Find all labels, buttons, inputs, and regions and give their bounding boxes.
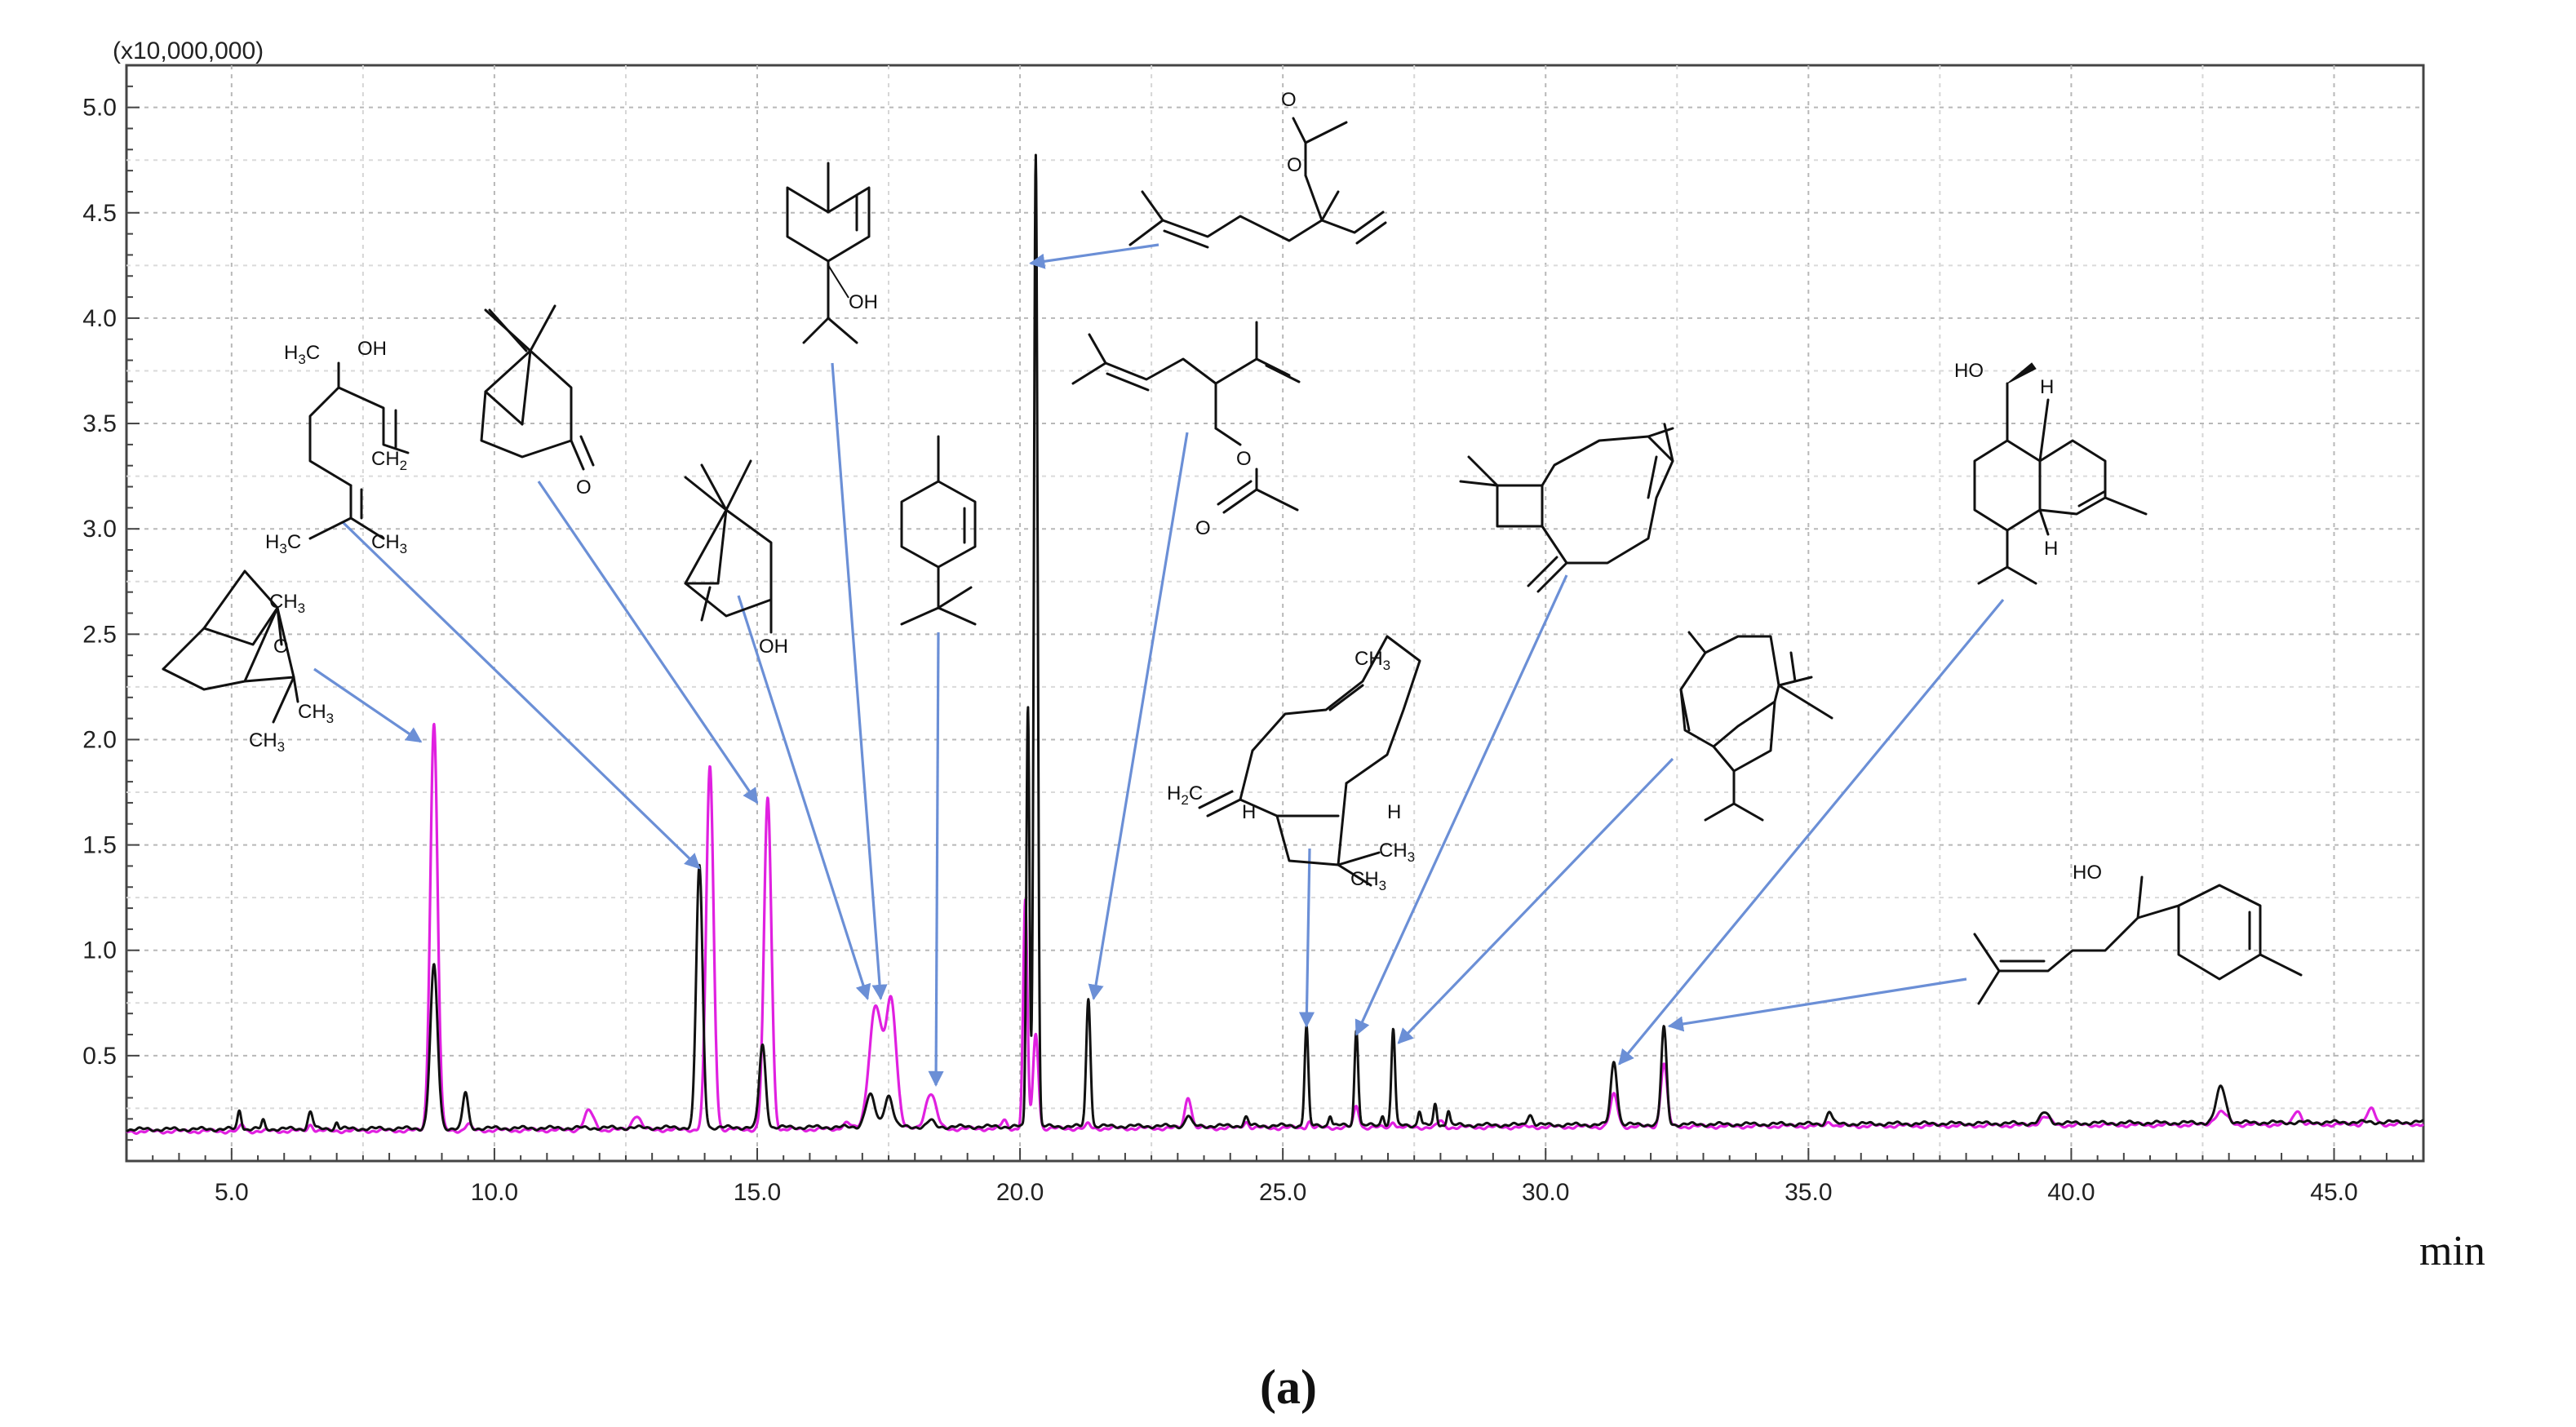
structure-linalool: H3C OH CH2 H3C CH3 [265,338,410,556]
cineole-o: O [273,636,289,658]
x-axis-label: min [2419,1228,2485,1274]
structure-linalyl-acetate: O O [1128,89,1387,249]
chromatogram-traces [125,153,2425,1135]
peak-arrow [313,667,423,743]
peak-arrow [537,481,759,804]
x-tick-label: 20.0 [996,1179,1044,1206]
lavandulyl-acetate-o-carbonyl: O [1195,517,1211,539]
linalool-ch3: CH3 [371,531,407,556]
peak-arrow [831,362,888,1001]
y-tick-label: 2.5 [82,621,117,648]
linalyl-acetate-o-ester: O [1287,154,1302,176]
lavandulyl-acetate-o-ester: O [1236,448,1252,470]
cadinol-ho: HO [1954,360,1984,382]
structure-cineole: CH3 O CH3 CH3 [162,569,334,755]
y-tick-label: 3.5 [82,410,117,437]
y-tick-label: 4.0 [82,305,117,332]
y-tick-label: 1.5 [82,832,117,859]
peak-arrow [341,521,701,870]
linalool-oh: OH [357,338,387,360]
caryophyllene-ch3-right: CH3 [1379,840,1415,865]
y-tick-label: 4.5 [82,200,117,227]
x-tick-label: 10.0 [471,1179,518,1206]
structure-farnesene [1459,423,1674,593]
structure-bisabolol: HO [1973,862,2303,1005]
peak-arrow [1088,432,1189,1001]
y-tick-label: 2.0 [82,726,117,753]
peak-arrow [1029,243,1159,269]
x-tick-label: 5.0 [215,1179,249,1206]
x-tick-label: 30.0 [1522,1179,1569,1206]
y-tick-label: 1.0 [82,937,117,964]
linalool-h3c: H3C [284,342,320,367]
peak-arrow [1397,757,1674,1044]
camphor-o: O [576,476,592,499]
structure-terpineol [900,435,977,626]
x-tick-labels: 5.0 10.0 15.0 20.0 25.0 30.0 35.0 40.0 45.0 [215,1179,2358,1206]
caryophyllene-h-left: H [1242,801,1256,823]
structure-caryophyllene: CH3 H2C H H CH3 CH3 [1167,635,1421,893]
linalool-h3c-2: H3C [265,531,301,556]
caryophyllene-h-right: H [1387,801,1401,823]
borneol-oh: OH [759,636,788,658]
x-tick-label: 45.0 [2310,1179,2357,1206]
y-tick-label: 3.0 [82,516,117,543]
grid-lines [126,65,2423,1161]
cineole-ch3-bottom: CH3 [249,729,285,755]
x-tick-label: 40.0 [2047,1179,2095,1206]
bisabolol-ho: HO [2073,862,2102,884]
caryophyllene-ch3-top: CH3 [1355,648,1390,673]
caryophyllene-h2c: H2C [1167,782,1203,808]
y-tick-label: 5.0 [82,95,117,122]
x-tick-label: 35.0 [1785,1179,1832,1206]
caryophyllene-ch3-bottom: CH3 [1350,868,1386,893]
structure-terpinenol: OH [786,162,878,344]
cineole-ch3-right: CH3 [298,701,334,726]
figure-caption: (a) [1260,1360,1317,1414]
peak-arrow [737,595,871,1000]
y-multiplier-label: (x10,000,000) [113,38,264,64]
terpinenol-oh: OH [849,291,878,313]
structure-borneol: OH [684,459,788,658]
trace-magenta [125,722,2425,1135]
peak-arrow [1618,598,2005,1066]
peak-arrow [928,632,944,1087]
x-tick-label: 25.0 [1259,1179,1306,1206]
structure-lavandulyl-acetate: O O [1071,321,1301,539]
linalyl-acetate-o-carbonyl: O [1281,89,1297,111]
structure-germacrene [1679,631,1833,822]
cadinol-h-top: H [2040,376,2054,398]
cineole-ch3-top: CH3 [269,591,305,616]
x-tick-label: 15.0 [734,1179,781,1206]
peak-arrows [313,243,2005,1087]
y-tick-label: 0.5 [82,1043,117,1070]
peak-arrow [1355,574,1568,1036]
cadinol-h-bottom: H [2044,538,2058,560]
plot-frame [125,64,2425,1163]
peak-arrow [1667,977,1967,1032]
peak-arrow [1298,848,1315,1028]
structure-cadinol: HO H H [1954,360,2148,585]
axis-ticks [126,85,2414,1161]
structure-camphor: O [480,304,595,499]
y-tick-labels: 0.5 1.0 1.5 2.0 2.5 3.0 3.5 4.0 4.5 5.0 [82,95,117,1070]
trace-black [126,153,2424,1133]
linalool-ch2: CH2 [371,448,407,473]
